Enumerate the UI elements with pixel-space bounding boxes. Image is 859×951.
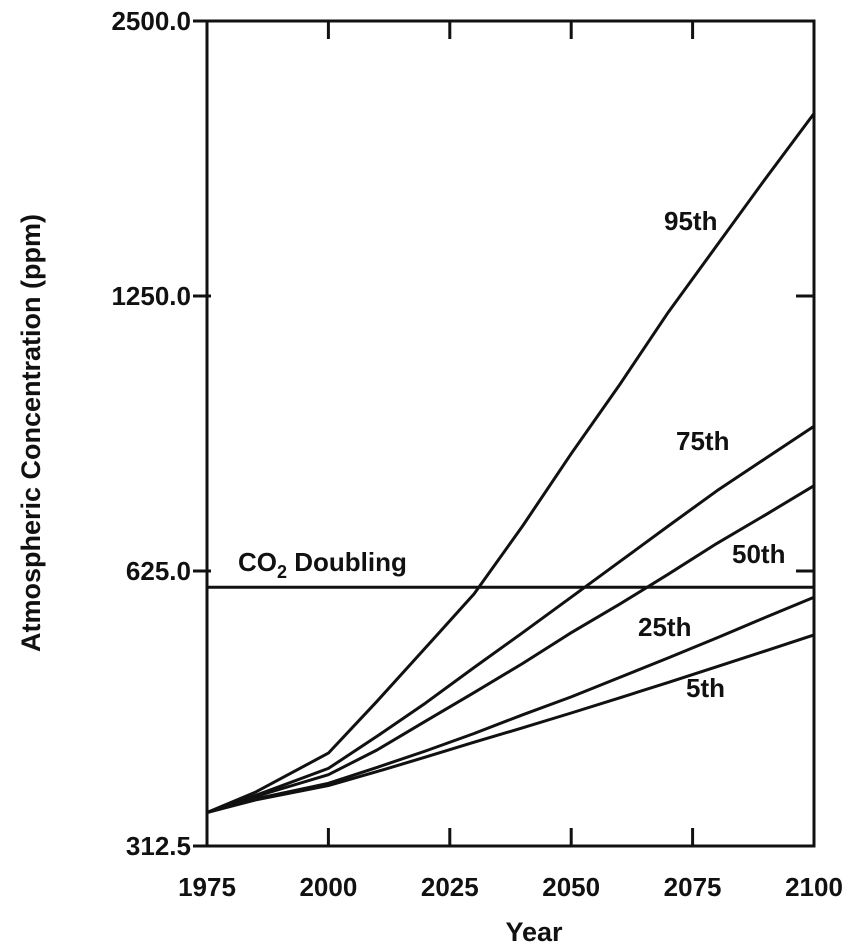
x-tick-label-2100: 2100 (785, 872, 843, 902)
series-line-5th (205, 633, 816, 814)
x-tick-label-2000: 2000 (299, 872, 357, 902)
co2-doubling-reference: CO2 Doubling (207, 547, 814, 589)
x-tick-label-2050: 2050 (542, 872, 600, 902)
y-tick-label-1250: 1250.0 (111, 281, 191, 311)
y-tick-label-2500: 2500.0 (111, 6, 191, 36)
co2-doubling-label: CO2 Doubling (238, 547, 407, 582)
x-tick-label-2025: 2025 (421, 872, 479, 902)
x-axis-title: Year (505, 917, 563, 947)
x-tick-label-2075: 2075 (664, 872, 722, 902)
series-label-25th: 25th (638, 612, 691, 642)
series-label-5th: 5th (686, 673, 725, 703)
y-tick-label-312.5: 312.5 (126, 831, 191, 861)
x-tick-label-1975: 1975 (178, 872, 236, 902)
series-line-75th (205, 424, 816, 814)
series-line-95th (205, 112, 816, 814)
series-label-75th: 75th (676, 426, 729, 456)
co2-doubling-label-main: CO (238, 547, 277, 577)
co2-doubling-label-rest: Doubling (287, 547, 407, 577)
co2-doubling-label-subscript: 2 (277, 562, 287, 582)
series-lines (205, 112, 816, 814)
plot-frame (205, 19, 816, 848)
axis-tick-labels: 1975 2000 2025 2050 2075 2100 312.5 625.0 1250.0… (111, 6, 842, 902)
series-line-50th (205, 484, 816, 814)
series-label-95th: 95th (664, 206, 717, 236)
series-labels: 95th 75th 50th 25th 5th (638, 206, 785, 703)
series-label-50th: 50th (732, 539, 785, 569)
y-axis-title: Atmospheric Concentration (ppm) (16, 214, 46, 652)
y-tick-label-625: 625.0 (126, 556, 191, 586)
series-line-25th (205, 595, 816, 814)
axis-ticks (193, 19, 816, 848)
